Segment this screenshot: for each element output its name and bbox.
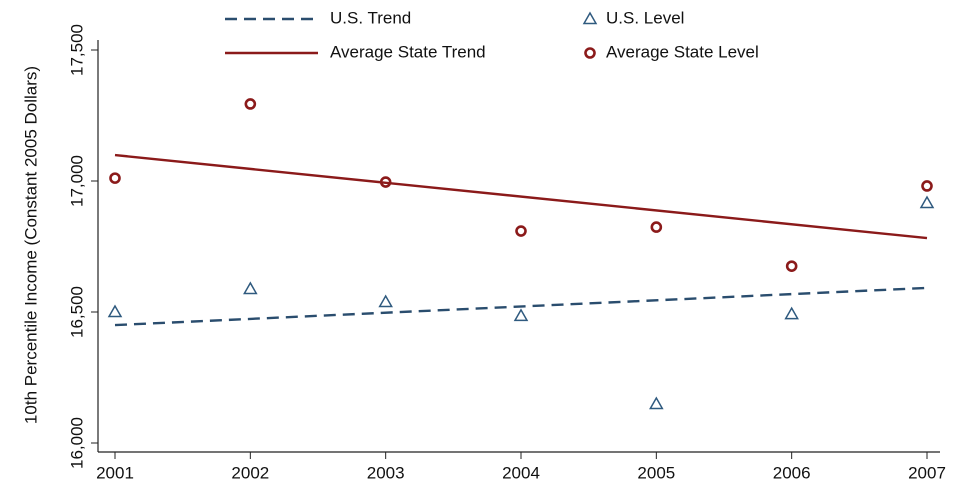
data-point [650, 221, 663, 233]
data-point [921, 180, 933, 192]
trend-line [114, 153, 928, 240]
x-tick-label: 2004 [502, 463, 540, 482]
trend-line [114, 286, 928, 327]
legend-label: Average State Level [606, 42, 759, 61]
x-tick-label: 2006 [773, 463, 811, 482]
legend-symbol [582, 11, 598, 25]
legend-label: Average State Trend [330, 42, 486, 61]
y-tick-label: 17,500 [67, 24, 86, 76]
data-point [919, 195, 935, 209]
data-point [649, 396, 664, 410]
y-tick-label: 17,000 [67, 155, 86, 207]
data-point [379, 176, 392, 188]
data-point [109, 172, 121, 184]
legend-label: U.S. Level [606, 8, 684, 27]
data-point [378, 294, 393, 308]
y-tick-label: 16,000 [67, 417, 86, 469]
data-point [785, 260, 798, 272]
data-point [243, 281, 258, 295]
y-axis-title: 10th Percentile Income (Constant 2005 Do… [21, 66, 40, 424]
data-point [107, 304, 123, 318]
legend-label: U.S. Trend [330, 8, 411, 27]
data-point [515, 225, 527, 237]
x-tick-label: 2001 [96, 463, 134, 482]
data-point [244, 98, 257, 110]
x-tick-label: 2003 [367, 463, 405, 482]
data-point [784, 306, 799, 320]
x-tick-label: 2005 [637, 463, 675, 482]
legend-symbol [584, 47, 596, 59]
data-point [513, 308, 529, 322]
y-tick-label: 16,500 [67, 286, 86, 338]
x-tick-label: 2002 [231, 463, 269, 482]
x-tick-label: 2007 [908, 463, 946, 482]
